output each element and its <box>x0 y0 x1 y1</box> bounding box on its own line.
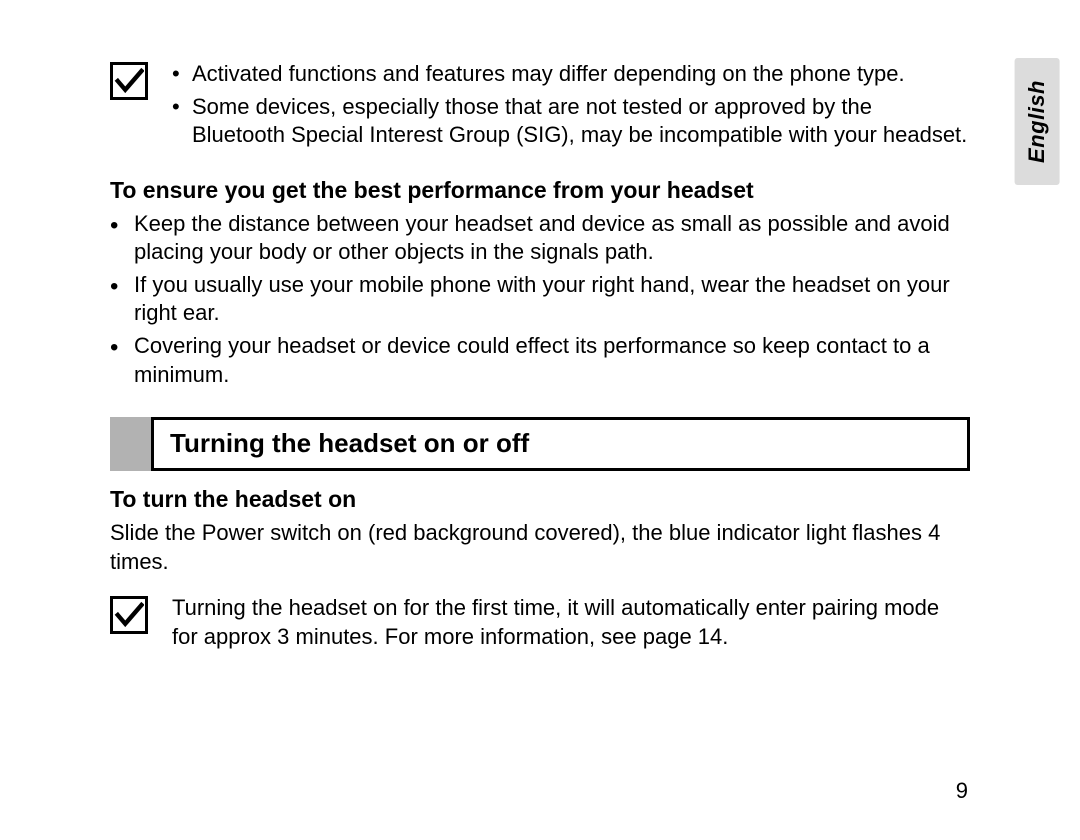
section-title: Turning the headset on or off <box>170 427 951 461</box>
note-block-top: Activated functions and features may dif… <box>110 60 970 154</box>
checkmark-icon <box>110 62 148 100</box>
note-top-bullet: Some devices, especially those that are … <box>172 93 970 150</box>
turn-on-heading: To turn the headset on <box>110 485 970 515</box>
note-bottom-text: Turning the headset on for the first tim… <box>172 594 970 651</box>
note-top-bullet: Activated functions and features may dif… <box>172 60 970 89</box>
note-bullets: Activated functions and features may dif… <box>172 60 970 150</box>
performance-heading: To ensure you get the best performance f… <box>110 176 970 206</box>
note-block-bottom: Turning the headset on for the first tim… <box>110 594 970 651</box>
section-title-box: Turning the headset on or off <box>151 417 970 471</box>
tip-item: Covering your headset or device could ef… <box>110 332 970 389</box>
language-tab: English <box>1015 58 1060 185</box>
page-number: 9 <box>956 777 968 806</box>
performance-tips: Keep the distance between your headset a… <box>110 210 970 390</box>
section-accent-block <box>110 417 154 471</box>
section-heading: Turning the headset on or off <box>110 417 970 471</box>
checkmark-icon <box>110 596 148 634</box>
tip-item: If you usually use your mobile phone wit… <box>110 271 970 328</box>
tip-item: Keep the distance between your headset a… <box>110 210 970 267</box>
turn-on-body: Slide the Power switch on (red backgroun… <box>110 519 970 576</box>
